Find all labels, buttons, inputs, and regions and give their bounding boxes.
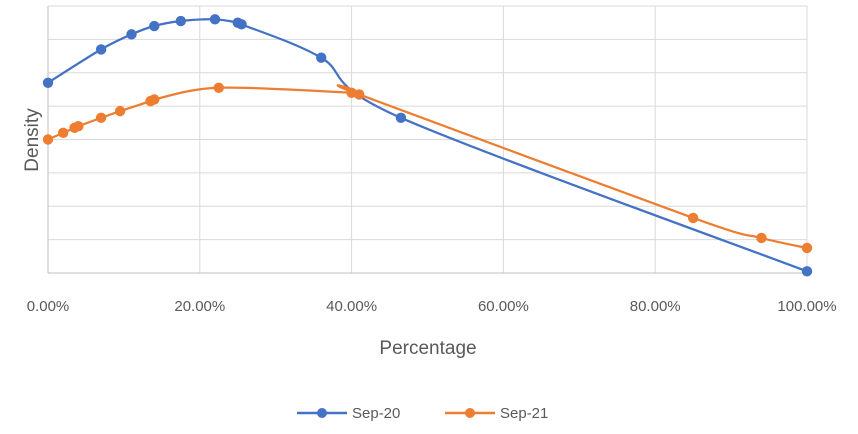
series-1-point [57, 127, 69, 139]
series-lines [46, 18, 809, 273]
series-1-point [756, 232, 767, 244]
x-tick-label: 20.00% [174, 298, 225, 315]
x-tick-label: 80.00% [630, 298, 681, 315]
series-1-point [73, 120, 84, 132]
x-tick-label: 100.00% [777, 298, 836, 315]
series-0-point [801, 266, 813, 277]
series-1-point [353, 89, 365, 100]
series-0-point [395, 112, 407, 124]
legend: Sep-20 Sep-21 [297, 405, 548, 422]
x-axis-title: Percentage [379, 338, 476, 359]
series-1-point [687, 212, 699, 224]
legend-marker-1 [465, 408, 475, 418]
series-1-point [149, 94, 160, 105]
x-tick-label: 40.00% [326, 298, 377, 315]
x-tick-label: 0.00% [27, 298, 70, 315]
series-1-point [213, 82, 224, 93]
series-0-point [209, 14, 221, 25]
series-line-1 [46, 84, 809, 250]
grid-lines [47, 5, 808, 274]
series-1-point [42, 134, 54, 145]
series-1-point [114, 105, 126, 117]
series-0-point [126, 29, 137, 40]
x-axis-tick-labels: 0.00% 20.00% 40.00% 60.00% 80.00% 100.00% [27, 298, 837, 315]
series-0-point [95, 44, 107, 55]
legend-label-1: Sep-21 [500, 405, 548, 422]
series-markers [42, 14, 813, 277]
legend-marker-0 [317, 408, 327, 418]
series-0-point [236, 19, 247, 30]
x-tick-label: 60.00% [478, 298, 529, 315]
series-line-0 [46, 18, 809, 273]
series-0-point [42, 77, 54, 88]
series-0-point [316, 52, 327, 63]
series-0-point [175, 15, 187, 27]
series-1-point [95, 112, 107, 124]
y-axis-title: Density [22, 108, 43, 172]
legend-label-0: Sep-20 [352, 405, 400, 422]
series-0-point [149, 20, 160, 32]
series-1-point [801, 242, 813, 254]
